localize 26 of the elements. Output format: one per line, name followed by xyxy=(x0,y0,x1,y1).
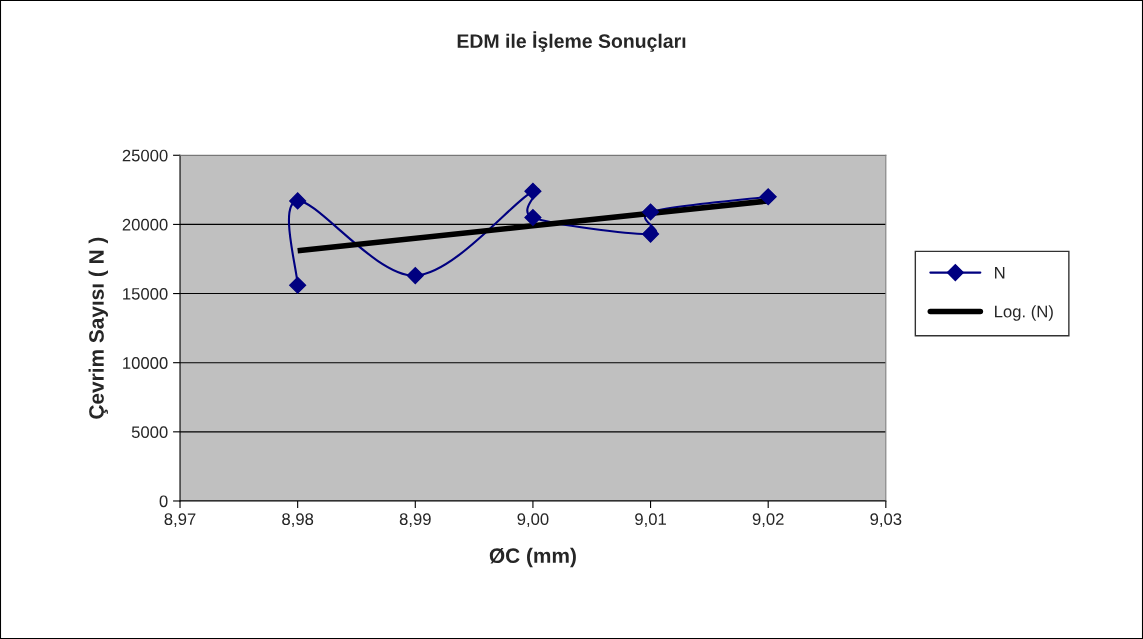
y-axis-title: Çevrim Sayısı ( N ) xyxy=(88,237,108,419)
point xyxy=(759,188,777,206)
point xyxy=(406,267,424,285)
y-tick-label: 5000 xyxy=(131,426,168,439)
x-tick-label: 9,03 xyxy=(870,513,902,527)
point xyxy=(524,182,542,200)
x-tick-label: 9,00 xyxy=(517,513,549,527)
point xyxy=(289,192,307,210)
point xyxy=(289,276,307,294)
x-axis-title: ØC (mm) xyxy=(489,547,576,568)
x-tick-label: 9,02 xyxy=(752,513,784,527)
x-tick-label: 9,01 xyxy=(635,513,666,527)
x-tick-label: 8,99 xyxy=(399,513,431,527)
point xyxy=(642,225,660,243)
chart-title: EDM ile İşleme Sonuçları xyxy=(457,31,686,52)
legend-label: Log. (N) xyxy=(995,305,1053,321)
y-tick-label: 0 xyxy=(159,495,168,508)
y-tick-label: 15000 xyxy=(123,287,168,300)
y-tick-label: 25000 xyxy=(122,149,168,162)
x-tick-label: 8,98 xyxy=(282,513,314,527)
point xyxy=(524,208,542,227)
y-tick-label: 20000 xyxy=(122,218,168,231)
y-tick-label: 10000 xyxy=(123,357,168,369)
x-tick-label: 8,97 xyxy=(164,513,196,527)
legend-label: N xyxy=(995,266,1005,279)
point xyxy=(642,203,660,221)
